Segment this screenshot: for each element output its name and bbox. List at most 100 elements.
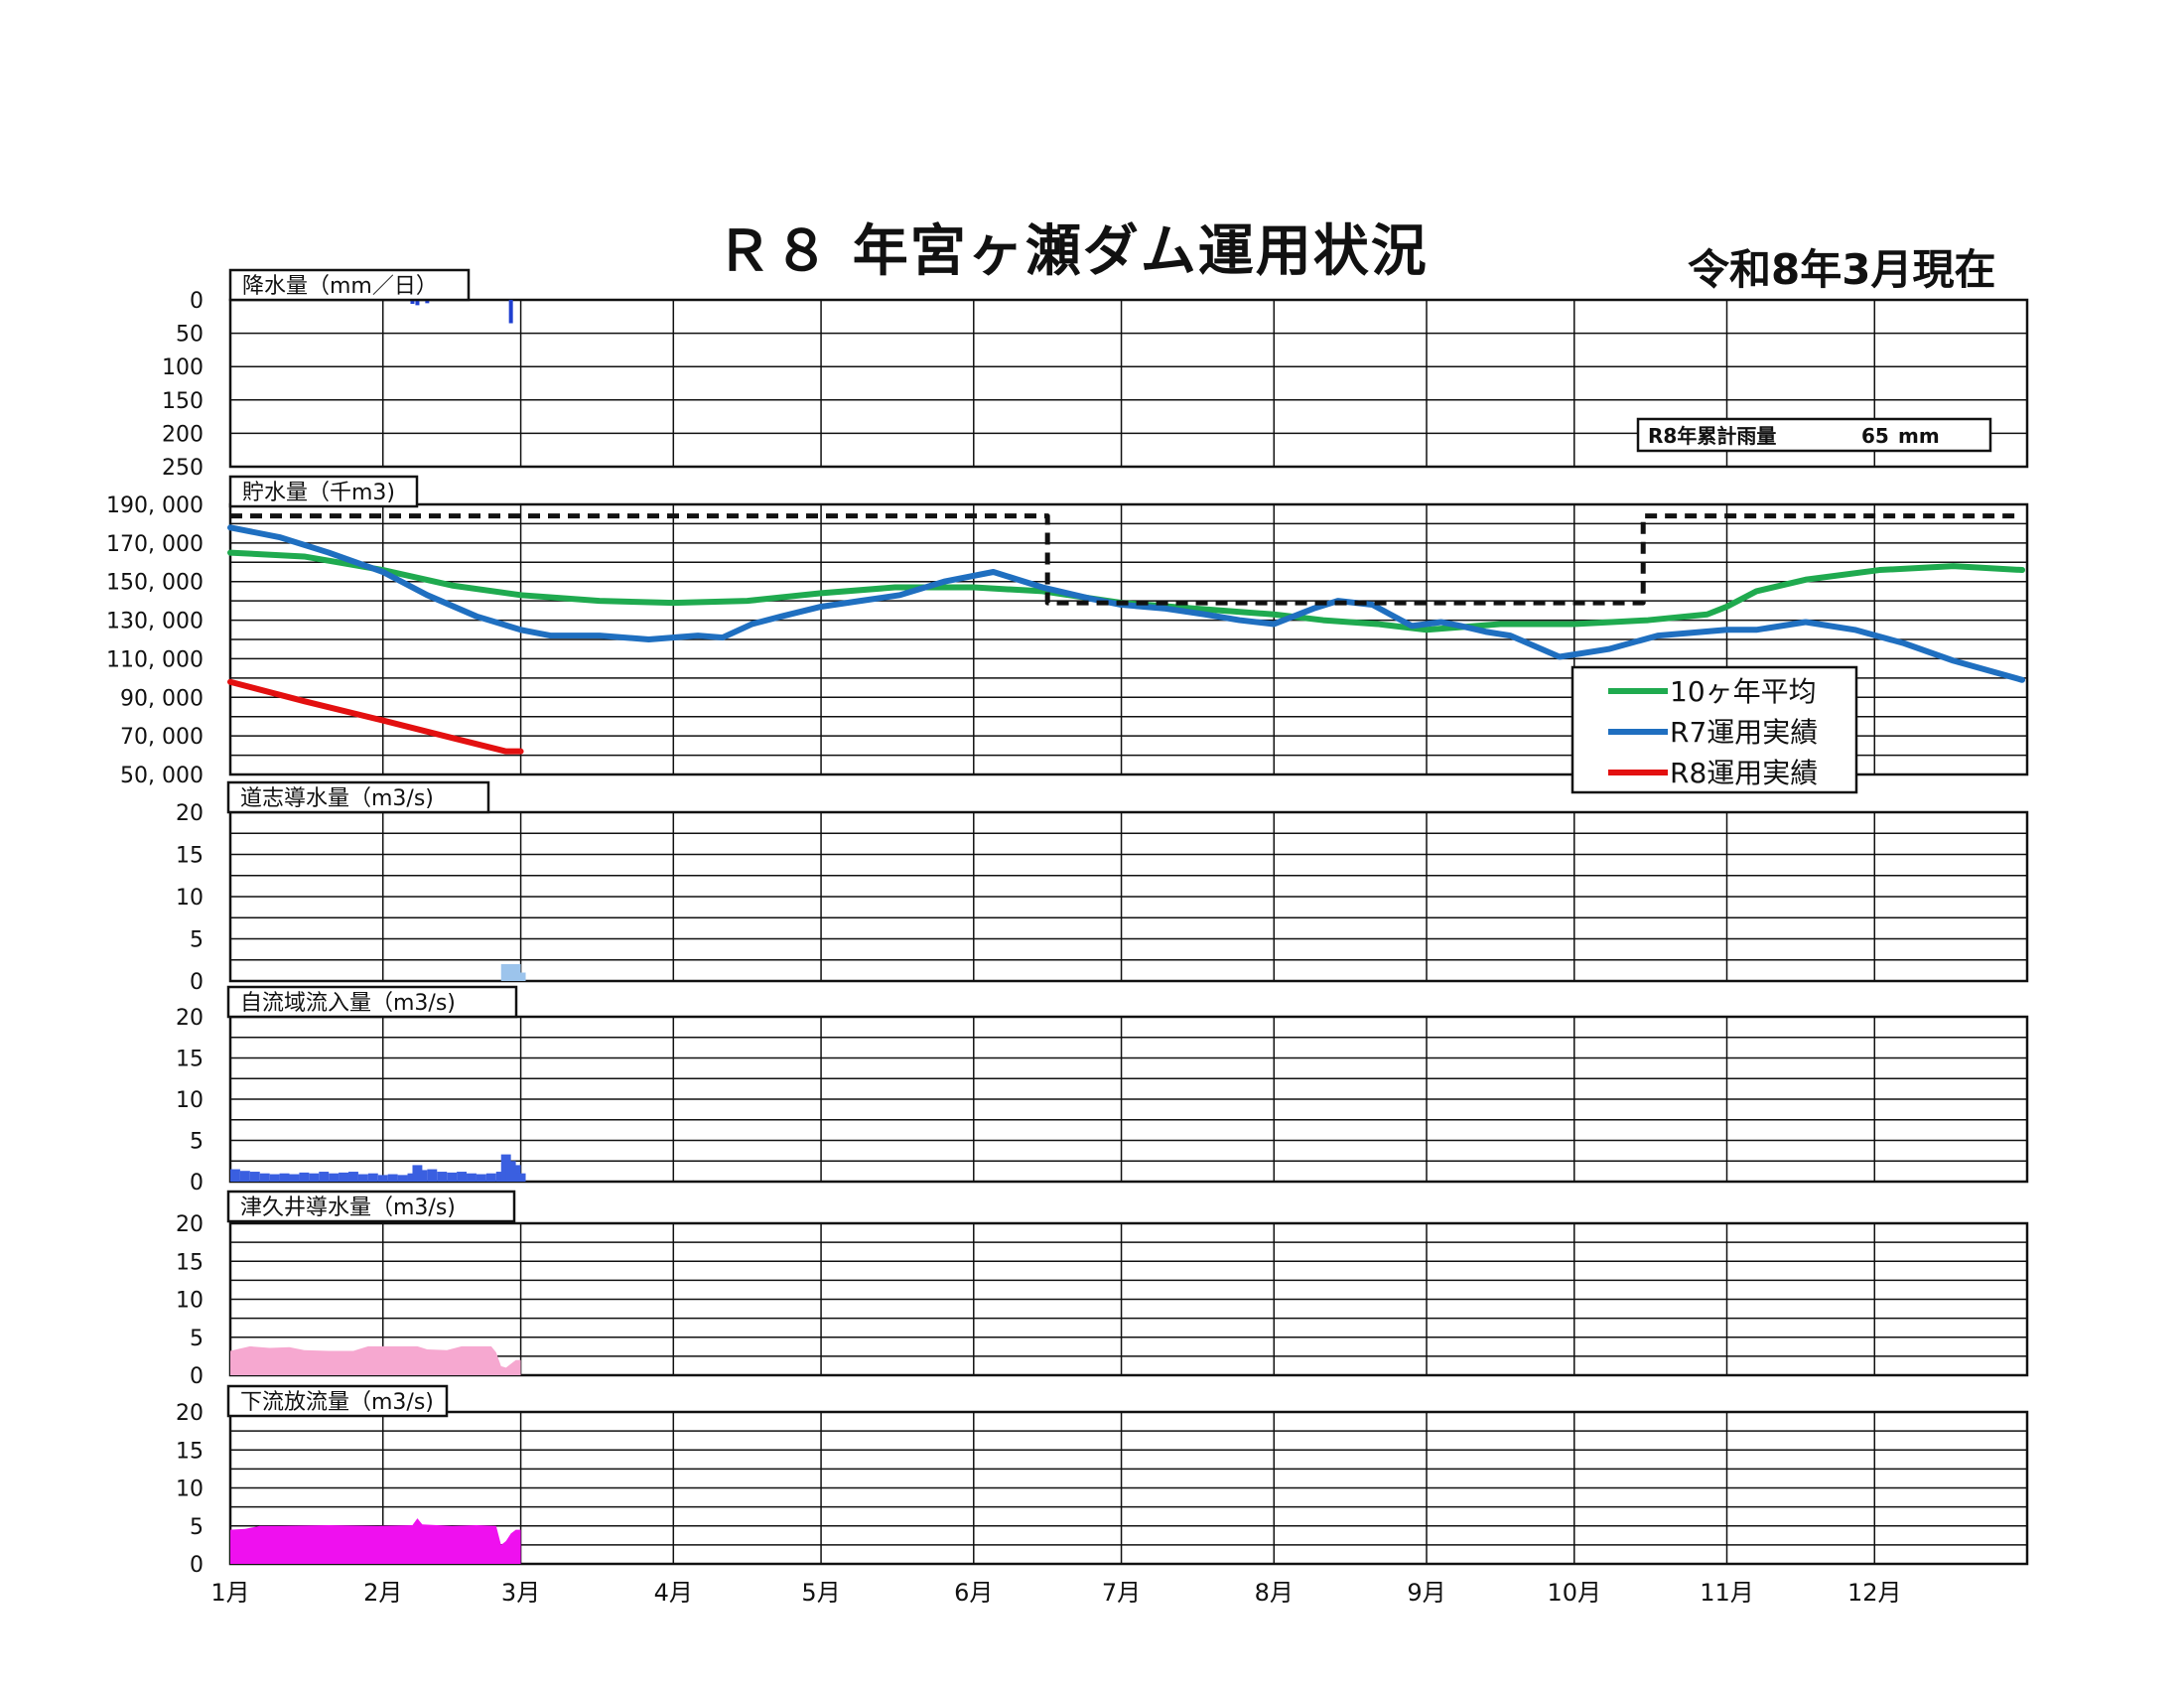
x-axis-labels: 1月 2月 3月 4月 5月 6月 7月 8月 9月 10月 11月 12月 bbox=[210, 1579, 1901, 1607]
x-tick-label: 8月 bbox=[1255, 1579, 1294, 1607]
flow-bar bbox=[339, 1172, 349, 1182]
y-tick-label: 0 bbox=[190, 289, 204, 314]
flow-bar bbox=[500, 1154, 511, 1182]
y-tick-label: 190, 000 bbox=[106, 493, 204, 518]
legend: 10ヶ年平均 R7運用実績 R8運用実績 bbox=[1570, 665, 1858, 794]
flow-bar bbox=[397, 1175, 408, 1182]
flow-bar bbox=[279, 1173, 290, 1182]
flow-bar bbox=[515, 1173, 526, 1182]
y-tick-label: 10 bbox=[176, 1088, 204, 1113]
flow-bar bbox=[319, 1172, 330, 1182]
panel-4: 0 5 10 15 20 自流域流入量（m3/s) bbox=[176, 985, 2029, 1196]
flow-bar bbox=[377, 1175, 388, 1182]
y-tick-label: 0 bbox=[190, 1171, 204, 1196]
flow-bar bbox=[329, 1173, 340, 1182]
y-tick-label: 110, 000 bbox=[106, 647, 204, 672]
rain-bar bbox=[415, 300, 420, 306]
flow-bar bbox=[259, 1173, 270, 1182]
panel-frame bbox=[228, 298, 2029, 469]
x-tick-label: 6月 bbox=[954, 1579, 993, 1607]
y-tick-label: 0 bbox=[190, 1364, 204, 1389]
panel-6: 0 5 10 15 20 下流放流量（m3/s) bbox=[176, 1384, 2029, 1578]
y-tick-label: 5 bbox=[190, 928, 204, 953]
panel-2: 50, 000 70, 000 90, 000 110, 000 130, 000 150… bbox=[106, 475, 2029, 794]
panel-3: 0 5 10 15 20 道志導水量（m3/s) bbox=[176, 780, 2029, 995]
flow-bar bbox=[230, 1169, 240, 1182]
flow-bar bbox=[476, 1174, 486, 1182]
y-tick-label: 50 bbox=[176, 323, 204, 348]
flow-bar bbox=[427, 1169, 438, 1182]
legend-entry: R8運用実績 bbox=[1670, 757, 1818, 789]
x-tick-label: 7月 bbox=[1102, 1579, 1141, 1607]
flow-bar bbox=[407, 1173, 418, 1182]
panel-title-frame bbox=[226, 1384, 449, 1418]
legend-entry: R7運用実績 bbox=[1670, 716, 1818, 749]
panel-title: 降水量（mm／日） bbox=[242, 274, 438, 299]
rain-bar bbox=[508, 300, 513, 324]
x-tick-label: 2月 bbox=[363, 1579, 402, 1607]
y-tick-label: 15 bbox=[176, 1439, 204, 1464]
limit-dashed-line bbox=[230, 513, 2023, 606]
series-line-1 bbox=[227, 549, 2026, 633]
as-of-date: 令和8年3月現在 bbox=[1688, 245, 1996, 294]
flow-bar bbox=[437, 1172, 448, 1182]
flow-bar bbox=[269, 1174, 280, 1182]
panel-frame bbox=[228, 1221, 2029, 1377]
y-tick-label: 150, 000 bbox=[106, 571, 204, 596]
y-tick-label: 20 bbox=[176, 1006, 204, 1031]
panel-frame bbox=[228, 1015, 2029, 1184]
y-tick-label: 5 bbox=[190, 1327, 204, 1351]
legend-entry: 10ヶ年平均 bbox=[1670, 675, 1817, 708]
y-tick-label: 90, 000 bbox=[120, 686, 204, 711]
flow-area bbox=[230, 1518, 521, 1564]
flow-bar bbox=[417, 1170, 428, 1182]
cumulative-rain-frame bbox=[1636, 417, 1992, 453]
y-tick-label: 10 bbox=[176, 1477, 204, 1502]
y-tick-label: 50, 000 bbox=[120, 764, 204, 788]
flow-bar bbox=[348, 1172, 358, 1182]
rain-bar bbox=[410, 300, 415, 305]
series-line-3 bbox=[227, 678, 524, 755]
x-tick-label: 11月 bbox=[1700, 1579, 1754, 1607]
flow-bar bbox=[447, 1172, 458, 1182]
flow-bar bbox=[467, 1173, 477, 1182]
panel-title-frame bbox=[228, 475, 419, 508]
panel-frame bbox=[228, 1410, 2029, 1566]
panel-title-frame bbox=[226, 780, 490, 814]
y-tick-label: 0 bbox=[190, 970, 204, 995]
flow-bar bbox=[239, 1171, 250, 1182]
panel-1: 0 50 100 150 200 250 R8年累計雨量 65 mm 降水量（mm／日） bbox=[162, 268, 2029, 481]
flow-bar bbox=[457, 1172, 468, 1182]
y-tick-label: 130, 000 bbox=[106, 610, 204, 634]
x-tick-label: 9月 bbox=[1407, 1579, 1445, 1607]
y-tick-label: 15 bbox=[176, 1048, 204, 1072]
y-tick-label: 170, 000 bbox=[106, 532, 204, 557]
panel-title-frame bbox=[226, 1190, 516, 1223]
x-tick-label: 5月 bbox=[801, 1579, 840, 1607]
panel-5: 0 5 10 15 20 津久井導水量（m3/s) bbox=[176, 1190, 2029, 1389]
panel-title: 津久井導水量（m3/s) bbox=[240, 1196, 456, 1220]
x-tick-label: 10月 bbox=[1548, 1579, 1602, 1607]
flow-bar bbox=[485, 1173, 496, 1182]
page-title: Ｒ８ 年宮ヶ瀬ダム運用状況 bbox=[716, 219, 1429, 284]
y-tick-label: 10 bbox=[176, 1289, 204, 1314]
cumulative-rain-box: R8年累計雨量 65 mm bbox=[1636, 417, 1992, 453]
y-tick-label: 15 bbox=[176, 1250, 204, 1275]
panel-title: 貯水量（千m3) bbox=[242, 481, 395, 505]
flow-area bbox=[230, 1345, 521, 1375]
cumulative-rain-unit: mm bbox=[1898, 424, 1940, 448]
panel-frame bbox=[228, 502, 2029, 776]
flow-bar bbox=[309, 1173, 320, 1182]
x-tick-label: 3月 bbox=[501, 1579, 540, 1607]
y-tick-label: 100 bbox=[162, 355, 204, 380]
y-tick-label: 10 bbox=[176, 886, 204, 911]
y-tick-label: 150 bbox=[162, 389, 204, 414]
cumulative-rain-label: R8年累計雨量 bbox=[1648, 424, 1776, 448]
x-tick-label: 4月 bbox=[654, 1579, 693, 1607]
panel-title: 道志導水量（m3/s) bbox=[240, 786, 434, 811]
y-tick-label: 15 bbox=[176, 844, 204, 869]
rain-bar bbox=[425, 300, 430, 304]
panel-title-frame bbox=[228, 268, 471, 302]
panel-title: 下流放流量（m3/s) bbox=[240, 1390, 434, 1415]
